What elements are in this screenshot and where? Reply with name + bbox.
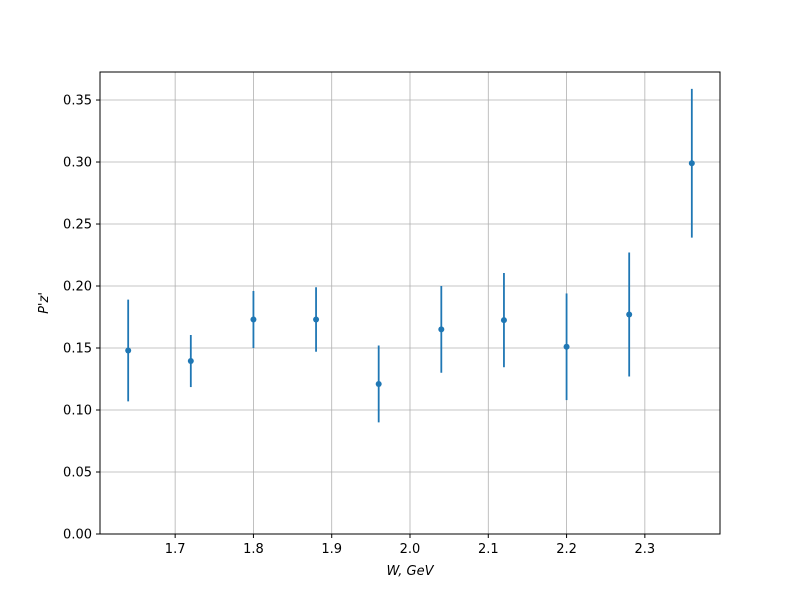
- y-tick-label: 0.15: [63, 342, 92, 357]
- y-tick-label: 0.05: [63, 466, 92, 481]
- data-point: [438, 326, 445, 333]
- y-tick-label: 0.10: [63, 404, 92, 419]
- data-point: [125, 347, 132, 354]
- data-point: [626, 311, 633, 318]
- x-tick-label: 2.3: [635, 542, 656, 557]
- y-axis-label: P'z': [37, 292, 52, 314]
- data-point: [250, 316, 257, 323]
- x-tick-label: 1.9: [321, 542, 342, 557]
- x-tick-label: 1.7: [165, 542, 186, 557]
- y-tick-label: 0.35: [63, 94, 92, 109]
- x-tick-label: 1.8: [243, 542, 264, 557]
- y-tick-label: 0.00: [63, 528, 92, 543]
- plot-frame: [99, 71, 721, 535]
- y-tick-label: 0.30: [63, 156, 92, 171]
- y-tick-label: 0.20: [63, 280, 92, 295]
- data-point: [187, 358, 194, 365]
- data-point: [688, 160, 695, 167]
- x-axis-label: W, GeV: [386, 564, 434, 579]
- data-point: [313, 316, 320, 323]
- x-tick-label: 2.2: [556, 542, 577, 557]
- data-point: [375, 380, 382, 387]
- x-tick-label: 2.1: [478, 542, 499, 557]
- x-tick-label: 2.0: [400, 542, 421, 557]
- data-point: [563, 343, 570, 350]
- data-point: [500, 317, 507, 324]
- y-tick-label: 0.25: [63, 218, 92, 233]
